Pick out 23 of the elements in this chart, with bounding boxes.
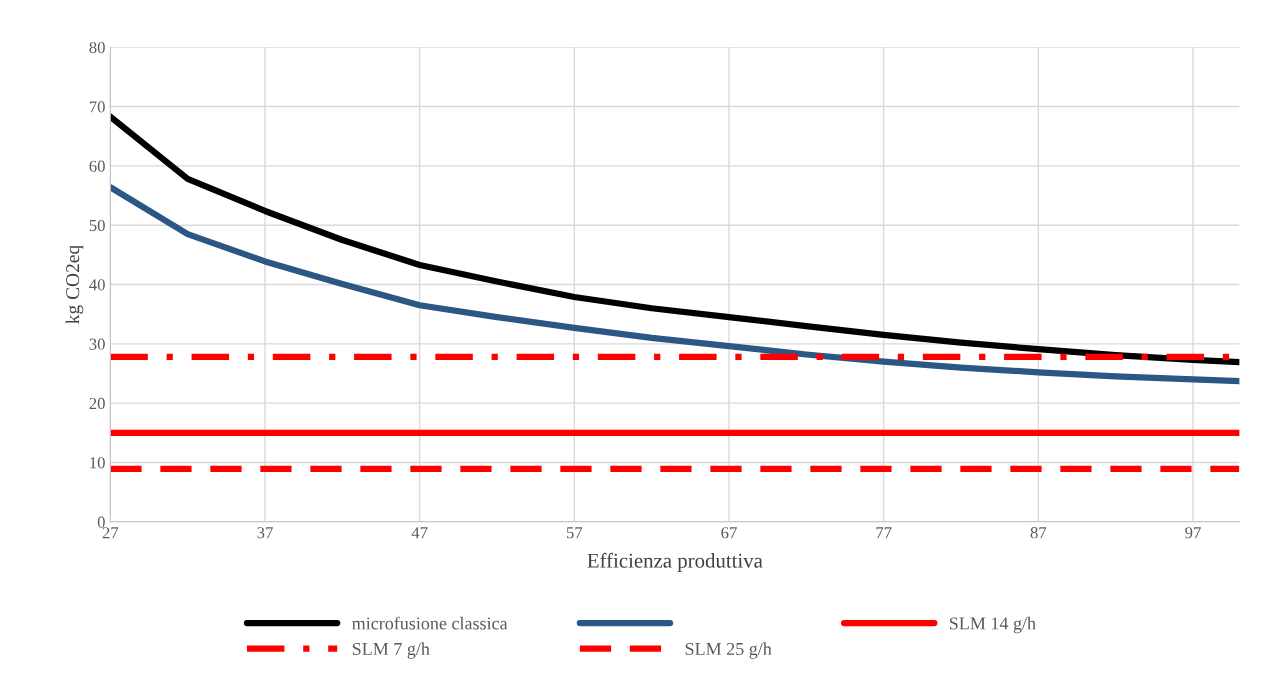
y-tick-label: 60 [89,160,105,172]
x-tick-label: 67 [721,527,737,539]
legend-label: SLM 14 g/h [949,616,1036,634]
legend-label: SLM 7 g/h [352,642,430,659]
x-tick-label: 37 [257,527,273,539]
x-tick-label: 27 [102,527,119,539]
x-tick-label: 57 [566,527,583,539]
y-tick-label: 70 [89,101,105,113]
y-axis-title: kg CO2eq [65,245,84,324]
y-tick-label: 50 [89,219,105,232]
y-tick-label: 0 [97,516,105,528]
legend-label: microfusione classica [352,616,508,630]
y-tick-label: 40 [89,279,105,291]
x-tick-label: 87 [1030,527,1047,539]
x-tick-label: 97 [1185,527,1201,539]
x-tick-label: 47 [411,527,428,539]
x-axis-title: Efficienza produttiva [587,552,763,572]
y-tick-label: 30 [89,338,105,350]
y-tick-label: 80 [89,41,105,54]
y-tick-label: 10 [90,457,105,469]
legend-label: SLM 25 g/h [685,642,772,659]
y-tick-label: 20 [89,397,105,410]
x-tick-label: 77 [876,527,892,539]
